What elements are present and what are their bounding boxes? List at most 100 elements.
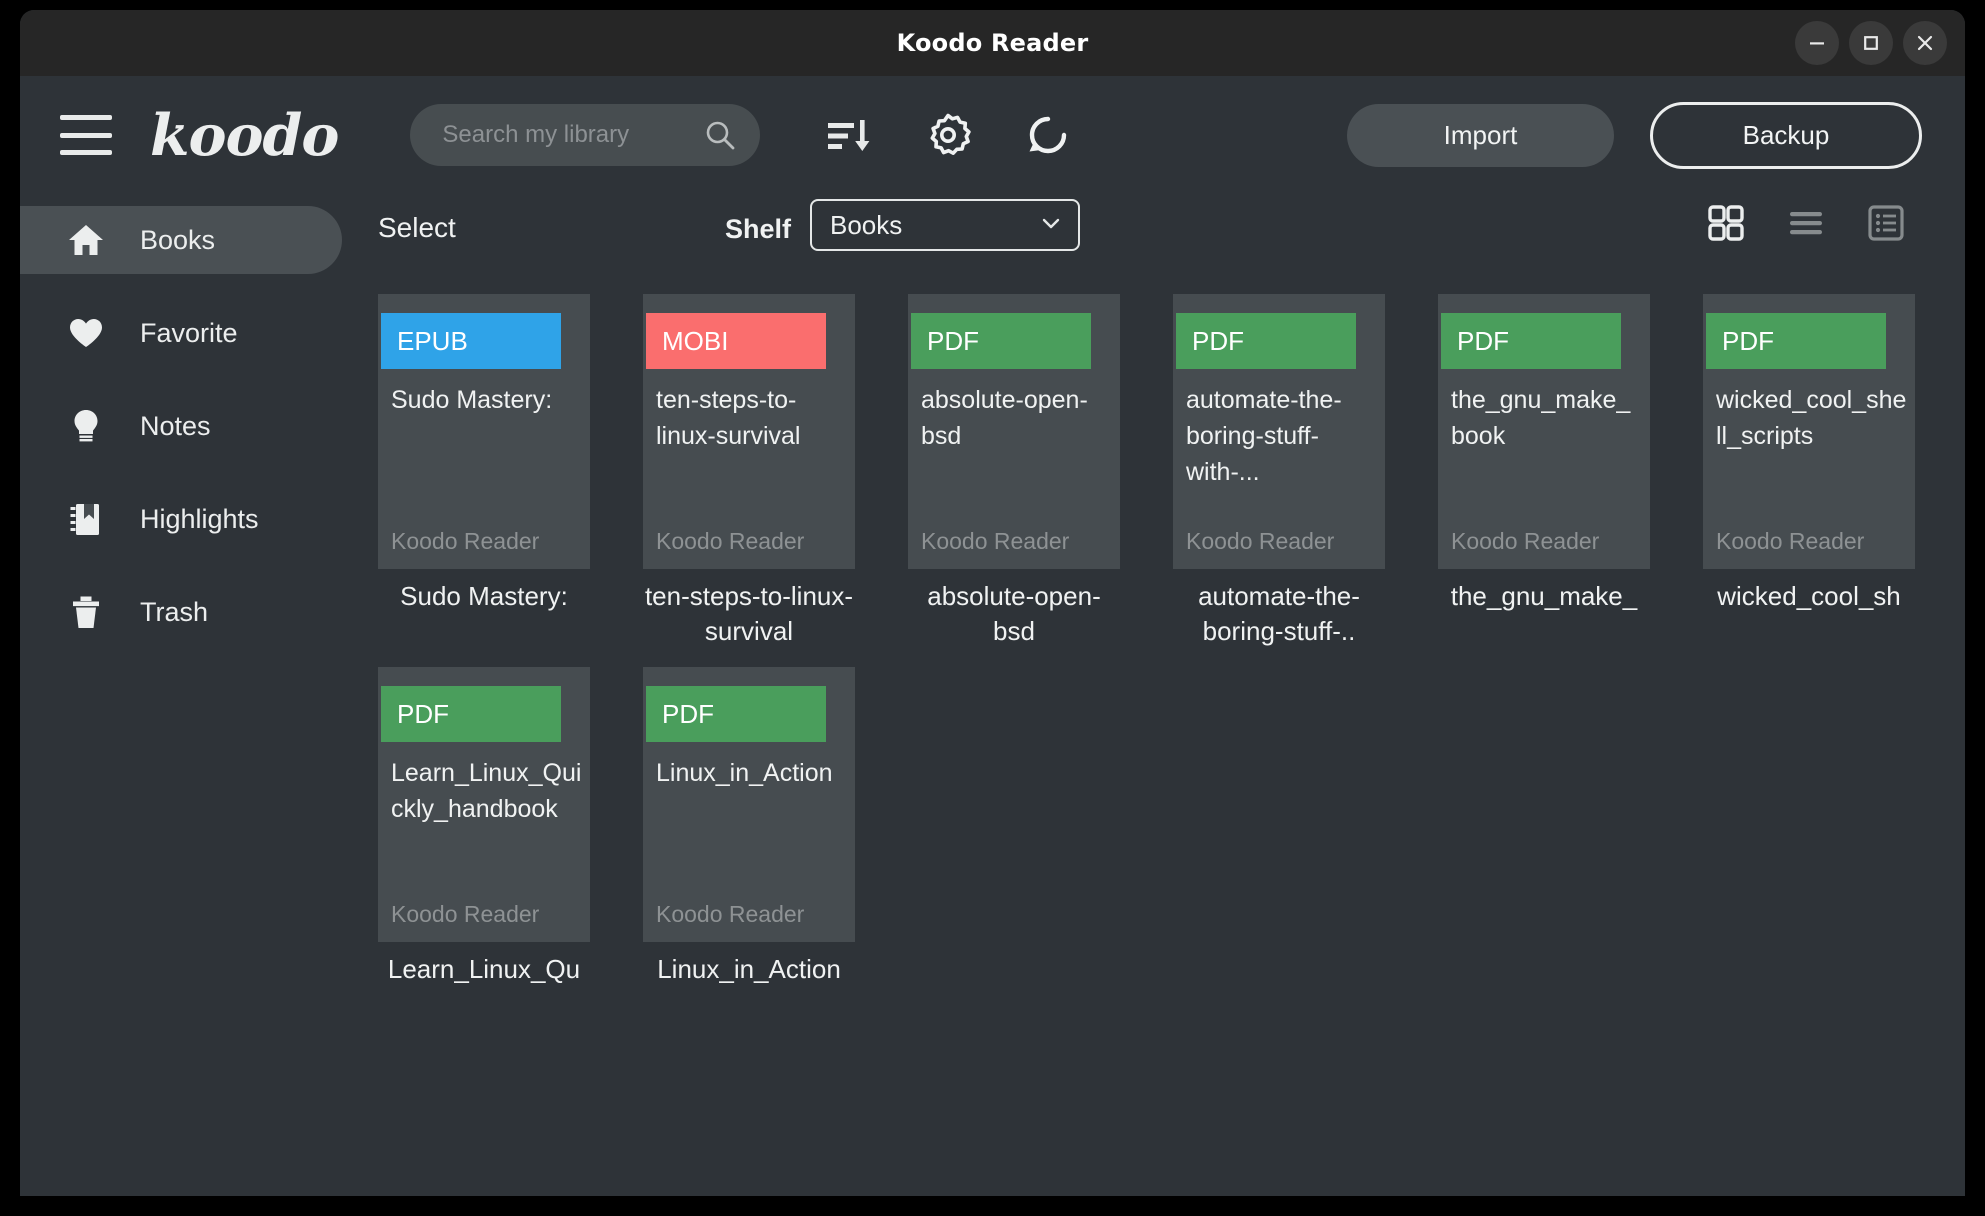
- book-cover-card[interactable]: PDF automate-the-boring-stuff-with-... Koo…: [1173, 294, 1385, 569]
- book-title: Learn_Linux_Quickly_handbook: [391, 759, 582, 823]
- select-button[interactable]: Select: [378, 212, 456, 243]
- minimize-button[interactable]: [1795, 21, 1839, 65]
- book-cover-card[interactable]: PDF Learn_Linux_Quickly_handbook Koodo Rea…: [378, 667, 590, 942]
- book-item[interactable]: EPUB Sudo Mastery: Koodo Reader Sudo Master…: [378, 294, 590, 649]
- book-caption: the_gnu_make_: [1450, 581, 1638, 611]
- book-cover-card[interactable]: PDF wicked_cool_shell_scripts Koodo Reader: [1703, 294, 1915, 569]
- sidebar: Books Favorite Notes: [20, 194, 370, 1196]
- book-item[interactable]: PDF the_gnu_make_book Koodo Reader the_gnu_…: [1438, 294, 1650, 649]
- close-icon: [1917, 35, 1933, 51]
- book-title: Sudo Mastery:: [391, 386, 553, 414]
- library-controls: Select Shelf Books: [370, 194, 1935, 274]
- trash-icon: [66, 593, 106, 631]
- search-input[interactable]: Search my library: [410, 104, 761, 166]
- book-cover-card[interactable]: MOBI ten-steps-to-linux-survival Koodo Rea…: [643, 294, 855, 569]
- book-cover-card[interactable]: EPUB Sudo Mastery: Koodo Reader: [378, 294, 590, 569]
- bookmark-notebook-icon: [66, 500, 106, 538]
- book-cover-card[interactable]: PDF absolute-open-bsd Koodo Reader: [908, 294, 1120, 569]
- format-badge: EPUB: [381, 313, 561, 369]
- window-title: Koodo Reader: [896, 29, 1089, 57]
- backup-button[interactable]: Backup: [1650, 102, 1922, 169]
- view-mode-switcher: [1705, 202, 1907, 244]
- list-lines-icon: [1790, 212, 1822, 235]
- book-publisher: Koodo Reader: [656, 528, 805, 554]
- book-caption: Learn_Linux_Qu: [387, 954, 581, 984]
- book-caption: ten-steps-to-linux-survival: [644, 581, 854, 646]
- book-publisher: Koodo Reader: [921, 528, 1070, 554]
- sidebar-item-notes[interactable]: Notes: [20, 392, 370, 460]
- close-button[interactable]: [1903, 21, 1947, 65]
- book-publisher: Koodo Reader: [391, 901, 540, 927]
- title-bar: Koodo Reader: [20, 10, 1965, 76]
- book-item[interactable]: PDF wicked_cool_shell_scripts Koodo Reader…: [1703, 294, 1915, 649]
- main-content: Select Shelf Books: [370, 194, 1965, 1196]
- book-title: absolute-open-bsd: [921, 386, 1088, 450]
- book-title: ten-steps-to-linux-survival: [656, 386, 801, 450]
- list-view-button[interactable]: [1785, 202, 1827, 244]
- book-publisher: Koodo Reader: [391, 528, 540, 554]
- sync-button[interactable]: [1020, 107, 1076, 163]
- grid-view-button[interactable]: [1705, 202, 1747, 244]
- sidebar-item-favorite[interactable]: Favorite: [20, 299, 370, 367]
- format-badge: PDF: [911, 313, 1091, 369]
- sidebar-item-label: Trash: [140, 596, 209, 627]
- sidebar-item-highlights[interactable]: Highlights: [20, 485, 370, 553]
- book-caption: automate-the-boring-stuff-..: [1198, 581, 1360, 646]
- book-title: the_gnu_make_book: [1451, 386, 1631, 450]
- book-publisher: Koodo Reader: [656, 901, 805, 927]
- sidebar-item-books[interactable]: Books: [20, 206, 342, 274]
- book-title: wicked_cool_shell_scripts: [1716, 386, 1907, 450]
- book-item[interactable]: PDF Linux_in_Action Koodo Reader Linux_in_A…: [643, 667, 855, 987]
- hamburger-menu-icon[interactable]: [60, 115, 112, 155]
- grid-icon: [1708, 205, 1744, 241]
- book-cover-card[interactable]: PDF the_gnu_make_book Koodo Reader: [1438, 294, 1650, 569]
- book-caption: Sudo Mastery:: [400, 581, 568, 611]
- shelf-selected-value: Books: [830, 209, 903, 240]
- search-placeholder: Search my library: [442, 121, 630, 148]
- sidebar-item-label: Favorite: [140, 317, 238, 348]
- book-publisher: Koodo Reader: [1186, 528, 1335, 554]
- heart-icon: [66, 314, 106, 352]
- format-badge: PDF: [1176, 313, 1356, 369]
- import-button[interactable]: Import: [1347, 104, 1614, 167]
- format-badge: PDF: [1441, 313, 1621, 369]
- home-icon: [66, 221, 106, 259]
- book-caption: wicked_cool_sh: [1717, 581, 1901, 611]
- book-publisher: Koodo Reader: [1716, 528, 1865, 554]
- book-caption: absolute-open-bsd: [927, 581, 1101, 646]
- search-icon[interactable]: [702, 117, 738, 153]
- lightbulb-icon: [66, 407, 106, 445]
- sidebar-item-label: Books: [140, 224, 216, 255]
- detail-list-icon: [1868, 205, 1904, 241]
- book-caption: Linux_in_Action: [657, 954, 841, 984]
- settings-button[interactable]: [920, 107, 976, 163]
- shelf-dropdown[interactable]: Books: [810, 199, 1080, 251]
- book-title: automate-the-boring-stuff-with-...: [1186, 386, 1342, 486]
- sidebar-item-trash[interactable]: Trash: [20, 578, 370, 646]
- book-cover-card[interactable]: PDF Linux_in_Action Koodo Reader: [643, 667, 855, 942]
- format-badge: PDF: [381, 686, 561, 742]
- book-item[interactable]: MOBI ten-steps-to-linux-survival Koodo Rea…: [643, 294, 855, 649]
- minimize-icon: [1810, 42, 1824, 45]
- sidebar-item-label: Notes: [140, 410, 211, 441]
- book-item[interactable]: PDF Learn_Linux_Quickly_handbook Koodo Rea…: [378, 667, 590, 987]
- shelf-label: Shelf: [725, 214, 792, 244]
- sort-descending-icon: [828, 120, 870, 151]
- top-toolbar: koodo Search my library: [20, 76, 1965, 194]
- maximize-button[interactable]: [1849, 21, 1893, 65]
- sort-button[interactable]: [820, 107, 876, 163]
- book-grid: EPUB Sudo Mastery: Koodo Reader Sudo Master…: [378, 294, 1945, 1196]
- sidebar-item-label: Highlights: [140, 503, 259, 534]
- book-item[interactable]: PDF automate-the-boring-stuff-with-... Koo…: [1173, 294, 1385, 649]
- book-title: Linux_in_Action: [656, 759, 833, 787]
- sync-refresh-icon: [1029, 116, 1067, 154]
- detail-view-button[interactable]: [1865, 202, 1907, 244]
- format-badge: MOBI: [646, 313, 826, 369]
- app-window: Koodo Reader koodo Search my library: [20, 10, 1965, 1196]
- app-logo: koodo: [150, 101, 339, 169]
- format-badge: PDF: [1706, 313, 1886, 369]
- book-publisher: Koodo Reader: [1451, 528, 1600, 554]
- window-controls: [1795, 10, 1947, 76]
- book-item[interactable]: PDF absolute-open-bsd Koodo Reader absolute…: [908, 294, 1120, 649]
- maximize-icon: [1864, 36, 1878, 50]
